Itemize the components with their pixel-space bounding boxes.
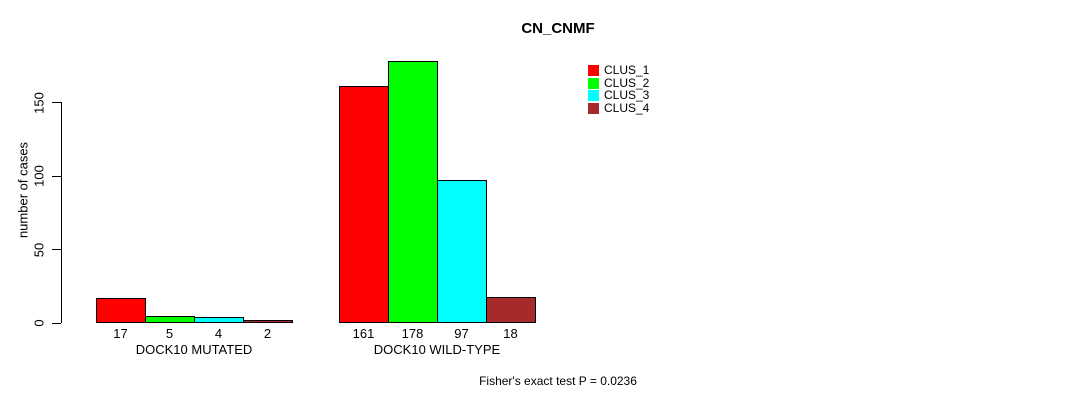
y-axis-line [61,102,62,323]
legend-label: CLUS_1 [604,63,650,77]
bar-clus_4-group2 [486,297,536,323]
bar-clus_2-group2 [388,61,438,323]
legend-item-clus_4: CLUS_4 [588,100,650,115]
legend-label: CLUS_3 [604,88,650,103]
bar-clus_1-group2 [339,86,389,323]
legend-item-clus_3: CLUS_3 [588,88,650,103]
bar-value-label: 178 [401,326,424,341]
bar-clus_3-group2 [437,180,487,323]
chart-title: CN_CNMF [521,20,595,37]
y-axis-tick [52,249,61,250]
y-axis-tick [52,322,61,324]
bar-value-label: 4 [214,326,223,341]
bar-clus_3-group1 [194,317,244,323]
legend-swatch-clus_4 [588,102,599,114]
legend: CLUS_1 CLUS_2 CLUS_3 CLUS_4 [588,63,650,115]
y-axis-tick [52,175,61,177]
group-label: DOCK10 MUTATED [135,342,253,357]
bar-value-label: 2 [263,326,272,341]
y-axis-tick-label: 50 [31,242,47,257]
y-axis-tick-label: 100 [31,165,47,187]
legend-label: CLUS_2 [604,75,650,90]
bar-value-label: 161 [352,326,375,341]
y-axis-tick-label: 0 [31,319,47,327]
bar-value-label: 97 [454,326,469,341]
group-label: DOCK10 WILD-TYPE [373,342,501,357]
legend-label: CLUS_4 [604,100,650,115]
bar-value-label: 17 [113,326,128,341]
legend-swatch-clus_2 [588,77,599,89]
y-axis-label: number of cases [15,141,31,239]
legend-swatch-clus_1 [588,65,599,76]
bar-clus_1-group1 [96,298,146,323]
legend-item-clus_2: CLUS_2 [588,75,650,90]
footer-annotation: Fisher's exact test P = 0.0236 [479,374,637,388]
y-axis-tick [52,102,61,103]
legend-item-clus_1: CLUS_1 [588,63,650,77]
bar-value-label: 18 [503,326,518,341]
legend-swatch-clus_3 [588,90,599,102]
y-axis-tick-label: 150 [31,91,47,114]
bar-value-label: 5 [165,326,174,341]
bar-clus_4-group1 [243,320,293,323]
bar-clus_2-group1 [145,316,195,323]
